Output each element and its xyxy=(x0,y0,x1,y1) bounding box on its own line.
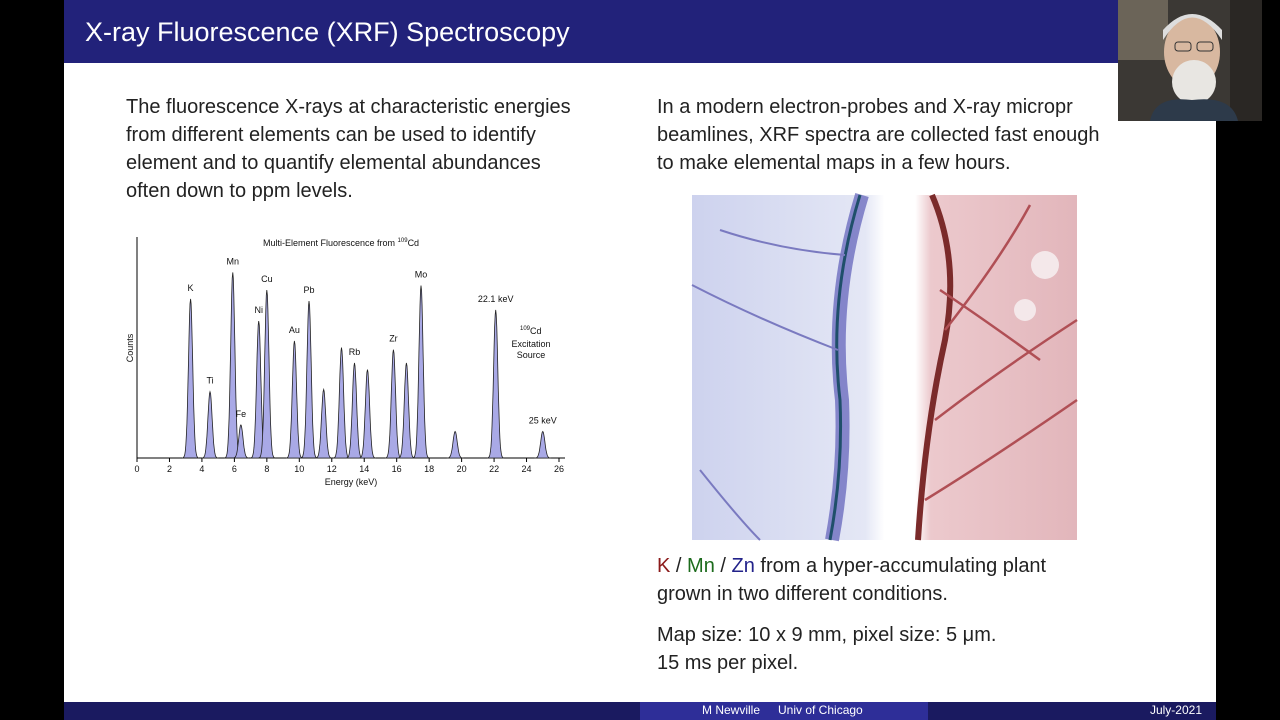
elemental-map xyxy=(691,192,1078,542)
title-text: Multi-Element Fluorescence from xyxy=(263,238,398,248)
peak-label: Ni xyxy=(254,305,263,315)
body-line: often down to ppm levels. xyxy=(126,180,353,202)
footer-date: July-2021 xyxy=(1150,703,1202,717)
footer-center xyxy=(640,702,928,720)
peak xyxy=(232,424,250,459)
caption-mn: Mn xyxy=(687,555,715,577)
annotation: 109Cd xyxy=(520,326,542,336)
peak xyxy=(446,430,464,459)
peak-label: Mn xyxy=(227,256,240,266)
title-bar xyxy=(64,0,1216,63)
y-axis-label: Counts xyxy=(125,333,135,362)
spectrum-title: Multi-Element Fluorescence from 109Cd xyxy=(263,238,419,248)
peak xyxy=(384,349,402,459)
webcam xyxy=(1118,0,1262,121)
caption-k: K xyxy=(657,555,671,577)
peak xyxy=(333,347,350,459)
peak-label: Cu xyxy=(261,274,273,284)
x-tick-label: 20 xyxy=(457,464,467,474)
peak xyxy=(285,340,303,459)
body-line: beamlines, XRF spectra are collected fas… xyxy=(657,124,1099,146)
x-tick-label: 24 xyxy=(522,464,532,474)
x-tick-label: 26 xyxy=(554,464,564,474)
peak-label: Rb xyxy=(349,347,361,357)
peak xyxy=(182,298,199,459)
slide-title: X-ray Fluorescence (XRF) Spectroscopy xyxy=(85,17,570,47)
peak xyxy=(534,430,552,459)
x-tick-label: 0 xyxy=(134,464,139,474)
peak-label: Mo xyxy=(415,270,428,280)
x-tick-label: 12 xyxy=(327,464,337,474)
body-line: from different elements can be used to i… xyxy=(126,124,536,146)
peak xyxy=(487,309,505,459)
body-line: to make elemental maps in a few hours. xyxy=(657,152,1011,174)
peak xyxy=(300,301,318,459)
caption-sep: / xyxy=(720,555,726,577)
peak-label: 25 keV xyxy=(529,415,557,425)
x-tick-label: 8 xyxy=(264,464,269,474)
peak-label: Pb xyxy=(304,285,315,295)
peak xyxy=(346,362,363,459)
peak xyxy=(201,390,219,459)
x-tick-label: 18 xyxy=(424,464,434,474)
x-tick-label: 14 xyxy=(359,464,369,474)
body-line: The fluorescence X-rays at characteristi… xyxy=(126,96,571,118)
peak xyxy=(397,362,415,459)
caption-line: grown in two different conditions. xyxy=(657,583,948,605)
peak-label: Au xyxy=(289,325,300,335)
footer-author: M Newville xyxy=(702,703,760,717)
peak-label: Fe xyxy=(236,409,247,419)
annotation: Source xyxy=(517,350,546,360)
peak xyxy=(315,387,333,459)
caption-text: from a hyper-accumulating plant xyxy=(760,555,1046,577)
map-line: Map size: 10 x 9 mm, pixel size: 5 μm. xyxy=(657,624,996,646)
x-tick-label: 22 xyxy=(489,464,499,474)
annotation-text: Cd xyxy=(530,326,542,336)
peak xyxy=(358,369,376,459)
body-line: In a modern electron-probes and X-ray mi… xyxy=(657,96,1073,118)
peak-label: K xyxy=(188,283,194,293)
caption-sep: / xyxy=(676,555,682,577)
map-line: 15 ms per pixel. xyxy=(657,652,798,674)
body-line: element and to quantify elemental abunda… xyxy=(126,152,541,174)
x-axis-label: Energy (keV) xyxy=(325,477,378,487)
title-sup: 109 xyxy=(398,238,409,244)
x-tick-label: 2 xyxy=(167,464,172,474)
x-tick-label: 10 xyxy=(294,464,304,474)
annotation-sup: 109 xyxy=(520,326,531,332)
footer-institution: Univ of Chicago xyxy=(778,703,863,717)
caption-zn: Zn xyxy=(732,555,755,577)
caption: K / Mn / Zn from a hyper-accumulating pl… xyxy=(657,555,1047,577)
peak-label: Zr xyxy=(389,334,398,344)
peak xyxy=(412,285,430,459)
peak-label: Ti xyxy=(206,376,213,386)
x-tick-label: 16 xyxy=(392,464,402,474)
peak-label: 22.1 keV xyxy=(478,294,514,304)
x-tick-label: 6 xyxy=(232,464,237,474)
peak xyxy=(258,289,276,459)
title-text: Cd xyxy=(408,238,420,248)
x-tick-label: 4 xyxy=(199,464,204,474)
annotation: Excitation xyxy=(511,339,550,349)
